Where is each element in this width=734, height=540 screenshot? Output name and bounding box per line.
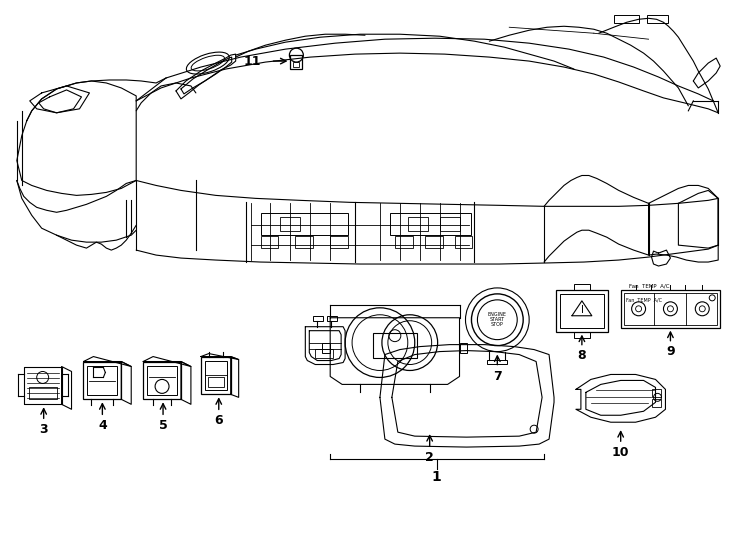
Text: 7: 7 xyxy=(493,370,502,383)
Bar xyxy=(261,213,348,235)
Text: 5: 5 xyxy=(159,418,167,431)
Text: 11: 11 xyxy=(244,55,261,68)
Bar xyxy=(624,293,717,325)
Bar xyxy=(395,236,413,248)
Text: START: START xyxy=(490,317,505,322)
Bar xyxy=(280,217,300,231)
Bar xyxy=(327,316,337,321)
Bar xyxy=(560,294,604,328)
Bar xyxy=(454,236,473,248)
Bar xyxy=(556,290,608,332)
Bar xyxy=(440,217,459,231)
Bar xyxy=(652,389,661,397)
Bar xyxy=(647,15,669,23)
Bar xyxy=(322,342,330,353)
Bar xyxy=(87,366,117,395)
Bar xyxy=(84,361,121,400)
Bar xyxy=(313,316,323,321)
Bar xyxy=(201,356,230,394)
Text: 2: 2 xyxy=(425,450,434,463)
Bar xyxy=(205,361,227,390)
Text: STOP: STOP xyxy=(491,322,504,327)
Bar xyxy=(373,333,417,357)
Bar xyxy=(408,217,428,231)
Bar xyxy=(316,349,333,357)
Text: 1: 1 xyxy=(432,470,442,484)
Bar xyxy=(574,284,590,290)
Text: 6: 6 xyxy=(214,414,223,427)
Bar xyxy=(261,236,278,248)
Bar xyxy=(459,342,468,353)
Text: 3: 3 xyxy=(40,423,48,436)
Bar xyxy=(147,366,177,395)
Bar xyxy=(614,15,639,23)
Bar xyxy=(487,360,507,363)
Bar xyxy=(330,236,348,248)
Bar xyxy=(574,332,590,338)
Text: 9: 9 xyxy=(666,345,675,358)
Bar xyxy=(621,290,720,328)
Text: 4: 4 xyxy=(98,418,106,431)
Text: Fan  TEMP  A/C: Fan TEMP A/C xyxy=(628,284,669,288)
Bar xyxy=(295,236,313,248)
Bar xyxy=(29,387,57,400)
Bar xyxy=(294,62,299,67)
Bar xyxy=(143,361,181,400)
Text: Fan  TEMP  A/C: Fan TEMP A/C xyxy=(625,298,661,302)
Bar xyxy=(390,213,471,235)
Bar xyxy=(208,377,224,387)
Text: 8: 8 xyxy=(578,349,586,362)
Bar xyxy=(425,236,443,248)
Text: ENGINE: ENGINE xyxy=(488,312,506,318)
Text: 10: 10 xyxy=(612,446,630,458)
Bar xyxy=(291,55,302,69)
Bar xyxy=(652,400,661,407)
